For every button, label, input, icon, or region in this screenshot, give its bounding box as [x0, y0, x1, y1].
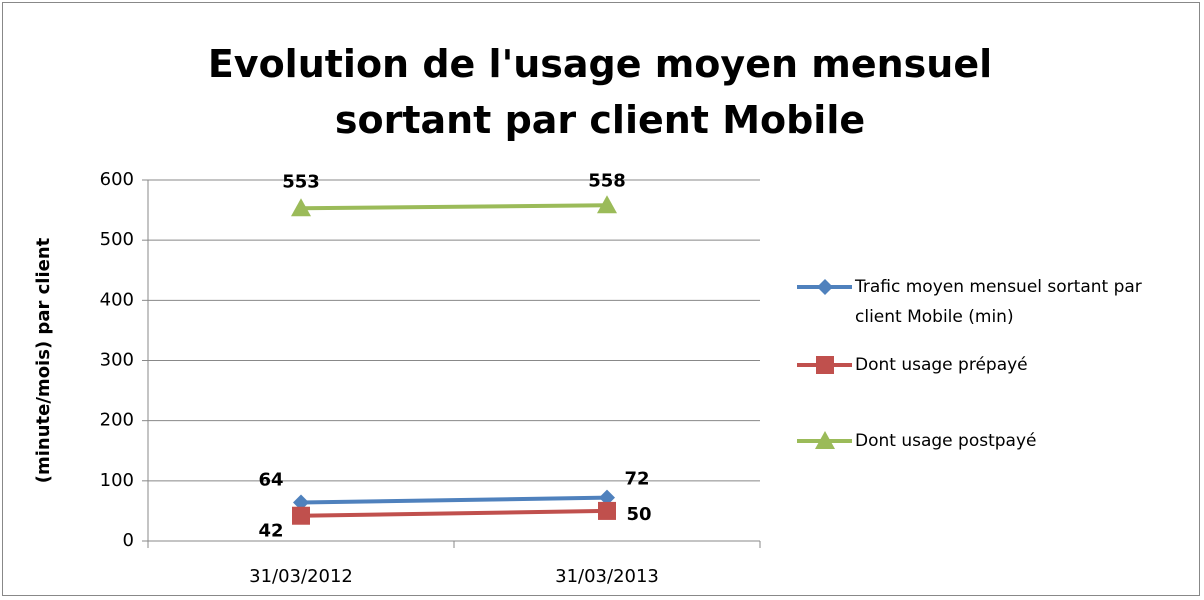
data-label: 42 [258, 521, 283, 542]
x-tick-label: 31/03/2013 [555, 566, 659, 587]
data-point [292, 506, 310, 525]
y-tick-label: 200 [100, 410, 134, 431]
data-point [597, 195, 617, 214]
data-label: 64 [258, 469, 283, 490]
data-point [598, 501, 616, 520]
data-point [291, 198, 311, 217]
legend-marker [817, 279, 833, 295]
data-point [599, 489, 615, 506]
y-tick-label: 100 [100, 470, 134, 491]
y-tick-label: 0 [123, 530, 134, 551]
y-tick-label: 300 [100, 350, 134, 371]
y-tick-label: 500 [100, 229, 134, 250]
chart-title: Evolution de l'usage moyen mensuel sorta… [207, 42, 993, 142]
x-tick-label: 31/03/2012 [249, 566, 353, 587]
y-tick-label: 400 [100, 289, 134, 310]
legend-marker [815, 431, 835, 449]
data-label: 558 [588, 170, 626, 191]
series-line [300, 203, 608, 211]
legend-label: Dont usage postpayé [855, 431, 1037, 451]
legend-label: Trafic moyen mensuel sortant par client … [855, 277, 1142, 327]
y-tick-label: 600 [100, 169, 134, 190]
data-label: 50 [626, 504, 651, 525]
y-axis-label: (minute/mois) par client [33, 237, 54, 483]
series-line [300, 495, 608, 505]
data-label: 72 [624, 469, 649, 490]
legend-label: Dont usage prépayé [855, 355, 1028, 375]
data-label: 553 [282, 171, 320, 192]
series-line [300, 508, 608, 518]
legend-marker [816, 356, 834, 374]
data-point [293, 494, 309, 511]
